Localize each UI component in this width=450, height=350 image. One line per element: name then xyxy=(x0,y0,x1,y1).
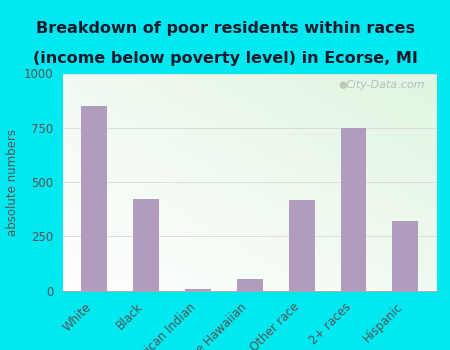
Text: City-Data.com: City-Data.com xyxy=(346,80,425,90)
Bar xyxy=(185,289,211,290)
Bar xyxy=(392,221,418,290)
Bar xyxy=(288,201,315,290)
Text: ●: ● xyxy=(338,80,347,90)
Y-axis label: absolute numbers: absolute numbers xyxy=(6,128,19,236)
Text: (income below poverty level) in Ecorse, MI: (income below poverty level) in Ecorse, … xyxy=(32,51,418,66)
Bar xyxy=(133,199,159,290)
Text: Breakdown of poor residents within races: Breakdown of poor residents within races xyxy=(36,21,414,36)
Bar xyxy=(81,106,107,290)
Bar xyxy=(237,279,263,290)
Bar xyxy=(341,128,366,290)
